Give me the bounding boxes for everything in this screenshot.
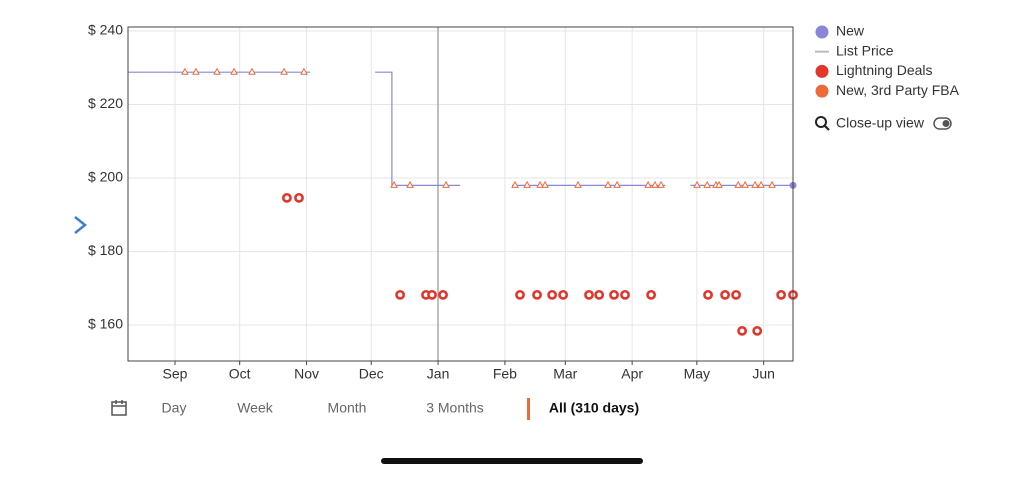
x-tick-label: Jan — [427, 366, 450, 382]
fba-point — [280, 67, 288, 75]
fba-point — [734, 180, 743, 188]
x-tick-label: Nov — [294, 366, 319, 382]
x-tick-label: Mar — [553, 366, 577, 382]
fba-point — [248, 67, 256, 75]
deal-point — [294, 192, 304, 203]
fba-point — [390, 180, 398, 188]
x-tick-label: Sep — [163, 366, 188, 382]
deal-point — [282, 192, 292, 203]
fba-point — [511, 180, 519, 188]
range-buttons: Day Week Month 3 Months All (310 days) — [162, 400, 640, 416]
legend: New List Price Lightning Deals New, 3rd Par… — [815, 23, 960, 98]
deal-point — [609, 289, 619, 300]
legend-label[interactable]: Lightning Deals — [836, 62, 933, 78]
fba-point — [751, 180, 759, 188]
fba-point — [442, 180, 450, 188]
x-tick-label: Dec — [359, 366, 384, 382]
x-tick-label: Feb — [493, 366, 517, 382]
price-line — [128, 71, 793, 186]
back-arrow[interactable] — [74, 216, 88, 234]
deal-point — [703, 289, 713, 300]
legend-swatch — [815, 84, 829, 98]
fba-point — [757, 180, 765, 188]
deal-point — [515, 289, 525, 300]
deal-point — [532, 289, 542, 300]
y-tick-label: $ 160 — [88, 316, 123, 332]
deal-point — [584, 289, 594, 300]
fba-point — [703, 180, 712, 188]
fba-point — [541, 180, 549, 188]
range-button[interactable]: Month — [328, 400, 367, 416]
deal-point — [547, 289, 558, 300]
fba-point — [536, 180, 544, 188]
fba-point — [768, 180, 776, 188]
deal-point — [731, 289, 741, 300]
legend-swatch — [815, 25, 829, 39]
fba-point — [213, 67, 221, 75]
fba-point — [644, 180, 652, 188]
range-button[interactable]: 3 Months — [426, 400, 484, 416]
legend-label[interactable]: New — [836, 23, 865, 39]
marks — [128, 67, 798, 336]
fba-point — [192, 67, 200, 75]
y-tick-label: $ 200 — [88, 169, 123, 185]
x-tick-label: Jun — [752, 366, 775, 382]
search-icon-handle — [824, 125, 830, 131]
fba-point — [613, 180, 621, 188]
grid — [128, 27, 793, 361]
range-button[interactable]: All (310 days) — [549, 400, 639, 416]
deal-point — [558, 289, 569, 300]
x-tick-label: Apr — [621, 366, 643, 382]
legend-label[interactable]: List Price — [836, 42, 894, 58]
plot-frame — [127, 26, 794, 362]
fba-point — [300, 67, 308, 75]
fba-point — [693, 180, 701, 188]
y-tick-label: $ 240 — [88, 22, 123, 38]
fba-point — [715, 180, 723, 188]
deal-point — [776, 289, 787, 300]
home-indicator — [381, 458, 643, 464]
fba-point — [574, 180, 582, 188]
deal-point — [594, 289, 605, 300]
search-icon — [815, 116, 827, 128]
fba-point — [523, 180, 531, 188]
deal-point — [620, 289, 630, 300]
deal-point — [737, 325, 748, 336]
fba-point — [230, 67, 238, 75]
fba-point — [657, 180, 665, 188]
closeup-toggle[interactable]: Close-up view — [815, 115, 952, 131]
y-tick-label: $ 220 — [88, 95, 123, 111]
fba-point — [651, 180, 659, 188]
deal-point — [646, 289, 657, 300]
toggle-knob — [942, 120, 950, 127]
deal-point — [720, 289, 730, 300]
fba-point — [604, 180, 612, 188]
x-tick-label: Oct — [229, 366, 251, 382]
calendar-icon — [111, 400, 127, 416]
y-tick-label: $ 180 — [88, 242, 123, 258]
deal-point — [427, 289, 437, 300]
x-tick-label: May — [684, 366, 710, 382]
closeup-label: Close-up view — [836, 115, 925, 131]
deal-point — [395, 289, 406, 300]
range-button[interactable]: Day — [162, 400, 187, 416]
range-button[interactable]: Week — [237, 400, 274, 416]
fba-point — [406, 180, 414, 188]
legend-label[interactable]: New, 3rd Party FBA — [836, 82, 960, 98]
fba-point — [741, 180, 749, 188]
legend-swatch — [815, 64, 829, 78]
deal-point — [438, 289, 448, 300]
fba-point — [181, 67, 189, 75]
deal-point — [752, 325, 763, 336]
selected-indicator — [527, 398, 530, 420]
